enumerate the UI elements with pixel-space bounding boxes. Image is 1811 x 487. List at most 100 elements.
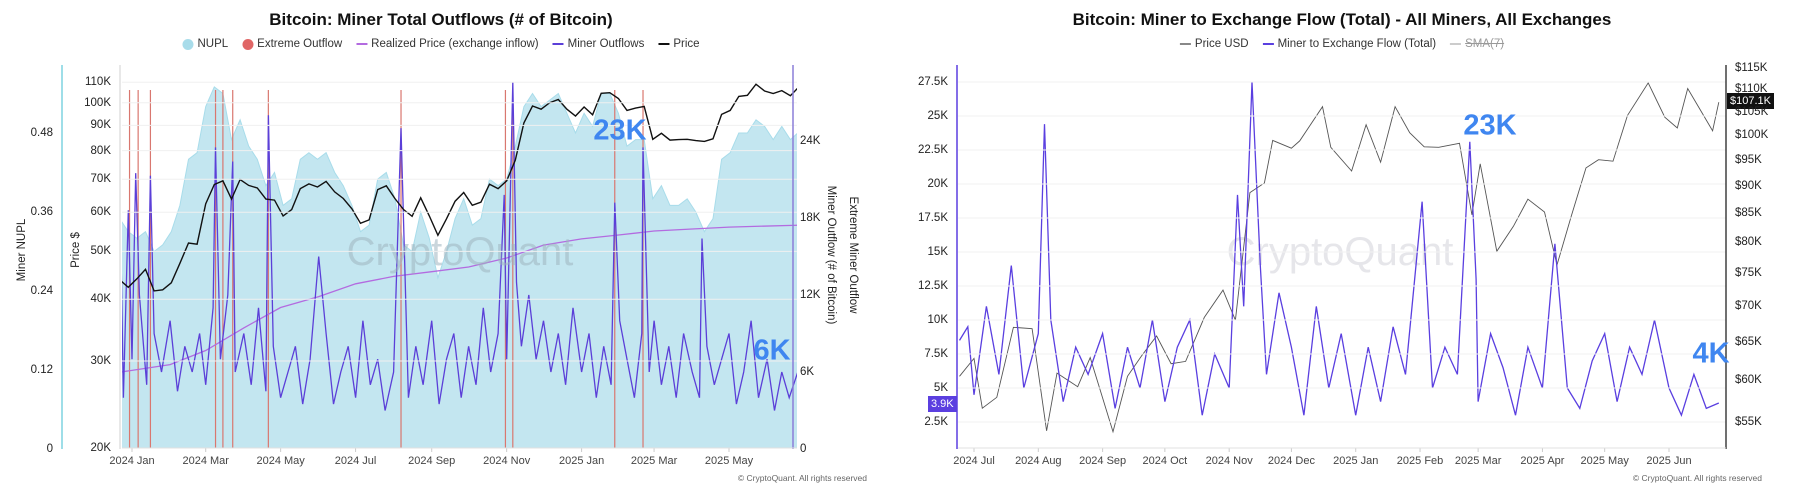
price-usd-tick-label: $75K (1735, 267, 1762, 280)
price-tick-label: 70K (90, 173, 111, 186)
x-tick-label: 2025 Jun (1646, 455, 1692, 467)
right-chart-legend: Price USD Miner to Exchange Flow (Total)… (1179, 38, 1504, 50)
current-price-badge: $107.1K (1727, 93, 1774, 109)
x-tick-label: 2024 May (256, 455, 305, 467)
left-watermark: CryptoQuant (347, 230, 574, 274)
price-usd-tick-label: $60K (1735, 374, 1762, 387)
legend-label: Price (673, 38, 700, 50)
x-tick-label: 2025 Jan (558, 455, 605, 467)
x-tick-label: 2024 Nov (1205, 455, 1253, 467)
line-icon (552, 43, 564, 45)
line-icon (1179, 43, 1191, 45)
price-usd-tick-label: $95K (1735, 153, 1762, 166)
legend-item-realized-price[interactable]: Realized Price (exchange inflow) (356, 38, 539, 50)
right-annotation-23k: 23K (1463, 109, 1517, 142)
left-annotation-6k: 6K (753, 334, 791, 367)
miner-exchange-flow-line (958, 81, 1720, 418)
nupl-tick-label: 0 (46, 443, 53, 455)
flow-tick-label: 2.5K (924, 416, 948, 428)
outflow-tick-label: 18K (800, 212, 821, 224)
line-icon (356, 43, 368, 45)
x-tick-label: 2024 Nov (483, 455, 531, 467)
legend-item-nupl[interactable]: NUPL (182, 38, 228, 50)
flow-tick-label: 25K (927, 110, 948, 122)
legend-item-price[interactable]: Price (658, 38, 700, 50)
x-tick-label: 2024 Sep (1079, 455, 1127, 467)
price-usd-tick-label: $80K (1735, 236, 1762, 249)
price-usd-tick-label: $85K (1735, 207, 1762, 220)
price-tick-label: 20K (90, 442, 111, 454)
flow-tick-label: 15K (927, 246, 948, 258)
price-tick-label: 30K (90, 355, 111, 367)
left-chart-title: Bitcoin: Miner Total Outflows (# of Bitc… (269, 10, 613, 29)
x-tick-label: 2025 Mar (630, 455, 678, 467)
price-tick-label: 40K (90, 293, 111, 306)
price-tick-label: 50K (90, 245, 111, 258)
x-tick-label: 2024 Jan (109, 455, 155, 467)
outflow-tick-label: 24K (800, 135, 821, 147)
x-tick-label: 2025 Jan (1333, 455, 1379, 467)
price-usd-tick-label: $55K (1735, 416, 1762, 428)
price-usd-tick-label: $65K (1735, 335, 1762, 348)
price-usd-tick-label: $115K (1735, 62, 1768, 75)
flow-tick-label: 5K (933, 382, 948, 394)
price-tick-label: 80K (90, 144, 111, 157)
legend-label: Realized Price (exchange inflow) (371, 38, 539, 50)
left-annotation-23k: 23K (593, 114, 647, 147)
price-usd-tick-label: $105K (1735, 105, 1769, 118)
outflow-tick-label: 6K (800, 366, 815, 378)
nupl-tick-label: 0.36 (30, 206, 53, 218)
price-usd-tick-label: $70K (1735, 300, 1762, 313)
x-tick-label: 2025 May (1580, 455, 1629, 467)
legend-label: SMA(7) (1465, 38, 1505, 50)
outflow-tick-label: 12K (800, 289, 821, 301)
legend-item-miner-outflows[interactable]: Miner Outflows (552, 38, 644, 50)
realized-price-line (122, 224, 797, 373)
x-tick-label: 2025 Mar (1454, 455, 1502, 467)
legend-label: Extreme Outflow (257, 38, 343, 50)
flow-tick-label: 12.5K (917, 280, 948, 292)
flow-tick-label: 20K (927, 178, 948, 190)
price-line (122, 83, 797, 292)
price-tick-label: 100K (84, 96, 111, 109)
price-usd-tick-label: $90K (1735, 179, 1762, 192)
flow-tick-label: 10K (927, 314, 948, 326)
x-tick-label: 2024 Oct (1142, 455, 1188, 467)
price-usd-tick-label: $100K (1735, 129, 1769, 142)
legend-label: NUPL (197, 38, 229, 50)
legend-item-extreme-outflow[interactable]: Extreme Outflow (242, 38, 342, 50)
left-copyright: © CryptoQuant. All rights reserved (737, 473, 867, 483)
flow-tick-label: 7.5K (924, 348, 948, 360)
nupl-tick-label: 0.24 (30, 285, 53, 297)
line-icon (1262, 43, 1274, 45)
outflow-tick-label: 0 (800, 443, 807, 455)
line-icon (1450, 43, 1462, 45)
x-tick-label: 2024 Dec (1267, 455, 1315, 467)
x-tick-label: 2024 Mar (182, 455, 229, 467)
x-tick-label: 2024 Aug (1015, 455, 1062, 467)
x-tick-label: 2024 Sep (408, 455, 456, 467)
legend-item-sma7[interactable]: SMA(7) (1450, 38, 1504, 50)
left-chart-legend: NUPL Extreme Outflow Realized Price (exc… (182, 38, 700, 50)
price-tick-label: 90K (90, 119, 111, 132)
flow-tick-label: 17.5K (917, 212, 948, 224)
right-copyright: © CryptoQuant. All rights reserved (1632, 473, 1762, 483)
legend-item-price-usd[interactable]: Price USD (1179, 38, 1249, 50)
legend-label: Price USD (1194, 38, 1249, 50)
extreme-outflow-circle-icon (242, 38, 254, 50)
line-icon (658, 43, 670, 45)
current-flow-badge: 3.9K (928, 396, 957, 412)
legend-label: Miner to Exchange Flow (Total) (1277, 38, 1437, 50)
nupl-tick-label: 0.12 (30, 364, 53, 376)
x-tick-label: 2024 Jul (334, 455, 377, 467)
price-usd-tick-label: $110K (1735, 83, 1768, 96)
x-tick-label: 2025 May (704, 455, 754, 467)
x-tick-label: 2025 Feb (1396, 455, 1444, 467)
legend-item-miner-exchange-flow[interactable]: Miner to Exchange Flow (Total) (1262, 38, 1437, 50)
price-tick-label: 60K (90, 206, 111, 219)
nupl-tick-label: 0.48 (30, 127, 53, 139)
price-usd-line (959, 81, 1720, 434)
x-tick-label: 2024 Jul (953, 455, 995, 467)
x-tick-label: 2025 Apr (1520, 455, 1565, 467)
